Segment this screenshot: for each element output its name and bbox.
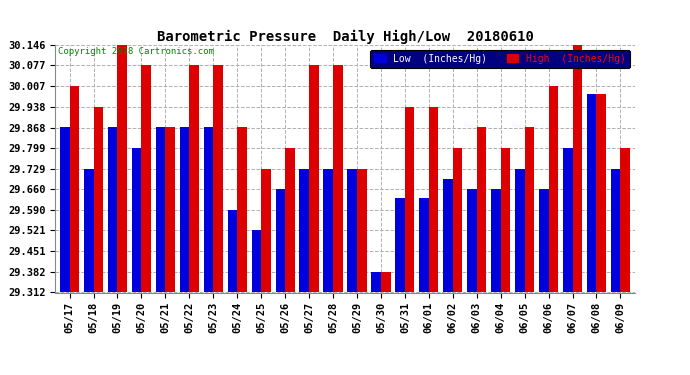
- Bar: [60, 128, 70, 292]
- Bar: [549, 86, 558, 292]
- Bar: [563, 148, 573, 292]
- Bar: [228, 210, 237, 292]
- Bar: [132, 148, 141, 292]
- Bar: [189, 66, 199, 292]
- Bar: [395, 198, 405, 292]
- Bar: [420, 198, 428, 292]
- Bar: [70, 86, 79, 292]
- Bar: [539, 189, 549, 292]
- Bar: [467, 189, 477, 292]
- Bar: [611, 169, 620, 292]
- Bar: [108, 128, 117, 292]
- Bar: [166, 128, 175, 292]
- Bar: [262, 169, 270, 292]
- Bar: [443, 179, 453, 292]
- Bar: [381, 272, 391, 292]
- Bar: [156, 128, 166, 292]
- Bar: [309, 66, 319, 292]
- Bar: [501, 148, 511, 292]
- Bar: [94, 107, 103, 292]
- Bar: [117, 45, 127, 292]
- Bar: [357, 169, 366, 292]
- Bar: [285, 148, 295, 292]
- Bar: [84, 169, 94, 292]
- Bar: [524, 128, 534, 292]
- Title: Barometric Pressure  Daily High/Low  20180610: Barometric Pressure Daily High/Low 20180…: [157, 30, 533, 44]
- Bar: [347, 169, 357, 292]
- Bar: [213, 66, 223, 292]
- Text: Copyright 2018 Cartronics.com: Copyright 2018 Cartronics.com: [58, 48, 214, 57]
- Bar: [299, 169, 309, 292]
- Bar: [333, 66, 343, 292]
- Bar: [275, 189, 285, 292]
- Bar: [453, 148, 462, 292]
- Bar: [405, 107, 415, 292]
- Legend: Low  (Inches/Hg), High  (Inches/Hg): Low (Inches/Hg), High (Inches/Hg): [370, 50, 630, 68]
- Bar: [141, 66, 151, 292]
- Bar: [252, 231, 262, 292]
- Bar: [573, 45, 582, 292]
- Bar: [237, 128, 247, 292]
- Bar: [371, 272, 381, 292]
- Bar: [491, 189, 501, 292]
- Bar: [324, 169, 333, 292]
- Bar: [477, 128, 486, 292]
- Bar: [620, 148, 630, 292]
- Bar: [204, 128, 213, 292]
- Bar: [596, 94, 606, 292]
- Bar: [515, 169, 524, 292]
- Bar: [179, 128, 189, 292]
- Bar: [428, 107, 438, 292]
- Bar: [587, 94, 596, 292]
